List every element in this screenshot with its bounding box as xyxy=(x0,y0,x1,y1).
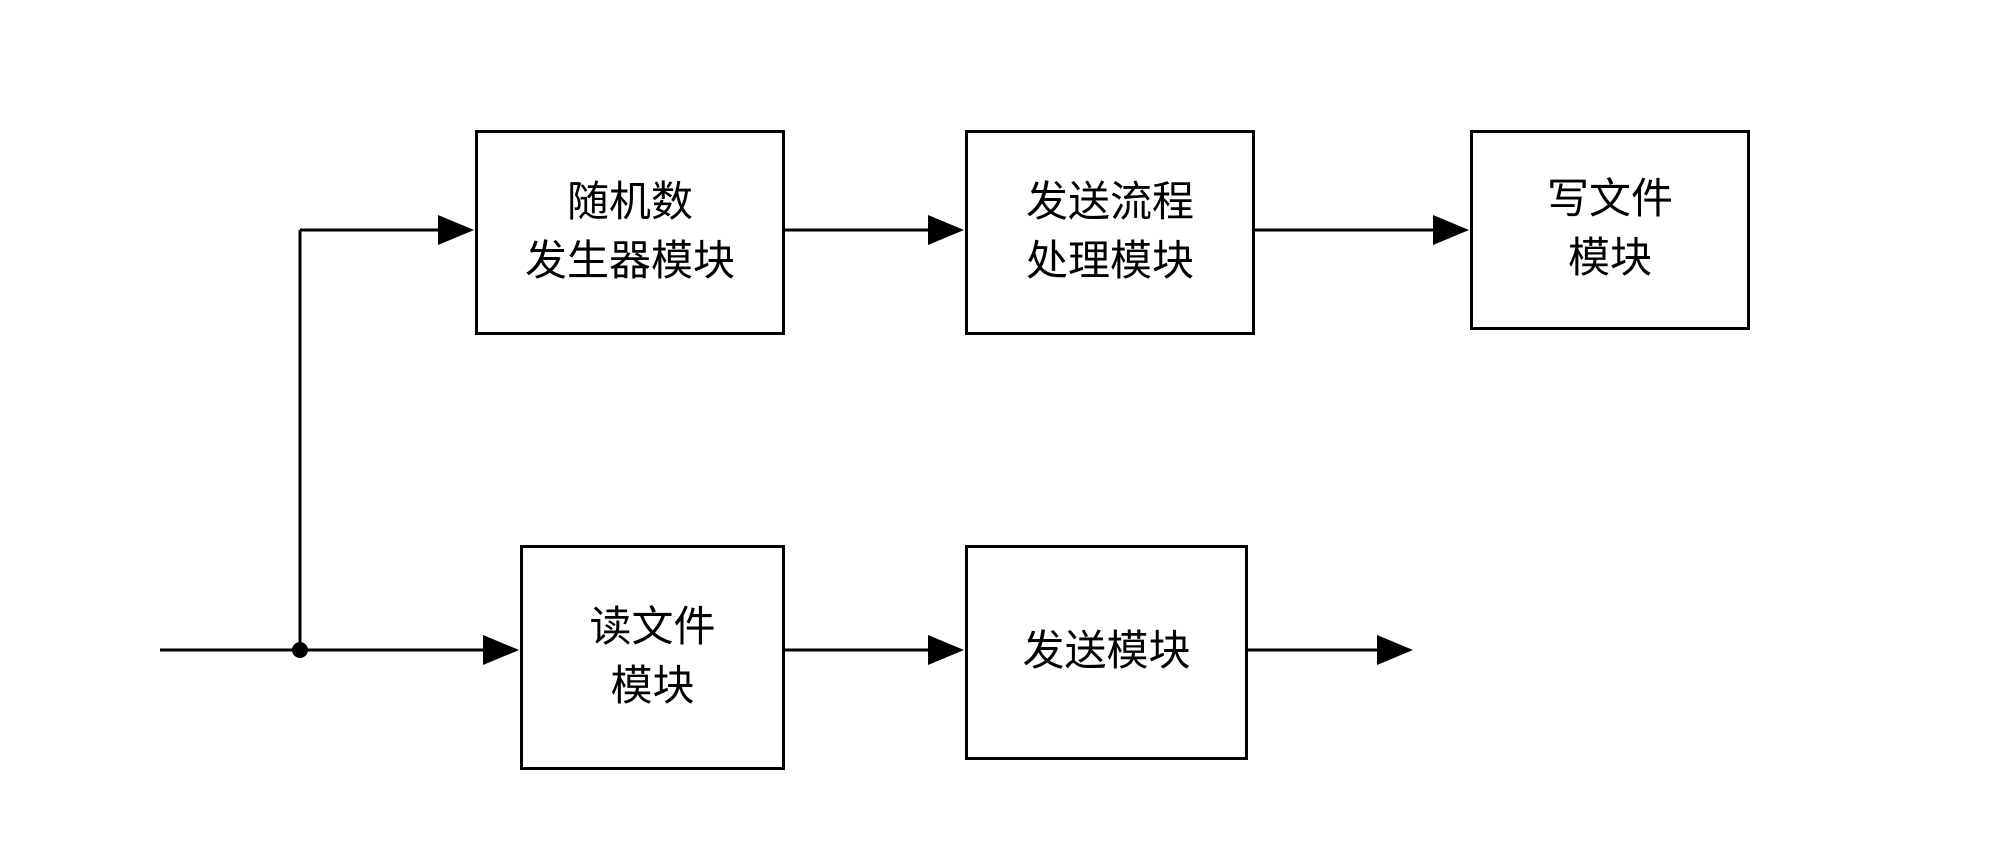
label-line1: 发送模块 xyxy=(1022,629,1190,675)
label-line2: 发生器模块 xyxy=(525,239,735,285)
node-label: 读文件 模块 xyxy=(579,589,725,727)
node-label: 发送流程 处理模块 xyxy=(1016,164,1204,302)
label-line2: 处理模块 xyxy=(1026,239,1194,285)
node-label: 写文件 模块 xyxy=(1537,161,1683,299)
node-write-file: 写文件 模块 xyxy=(1470,130,1750,330)
label-line1: 发送流程 xyxy=(1026,180,1194,226)
node-label: 发送模块 xyxy=(1012,613,1200,692)
label-line2: 模块 xyxy=(610,664,694,710)
label-line1: 读文件 xyxy=(589,605,715,651)
node-random-generator: 随机数 发生器模块 xyxy=(475,130,785,335)
label-line1: 写文件 xyxy=(1547,177,1673,223)
label-line1: 随机数 xyxy=(567,180,693,226)
node-read-file: 读文件 模块 xyxy=(520,545,785,770)
flowchart-diagram: 随机数 发生器模块 发送流程 处理模块 写文件 模块 读文件 模块 发送模块 xyxy=(0,0,2005,861)
node-label: 随机数 发生器模块 xyxy=(515,164,745,302)
label-line2: 模块 xyxy=(1568,236,1652,282)
junction-dot xyxy=(292,642,308,658)
node-send-process: 发送流程 处理模块 xyxy=(965,130,1255,335)
node-send-module: 发送模块 xyxy=(965,545,1248,760)
